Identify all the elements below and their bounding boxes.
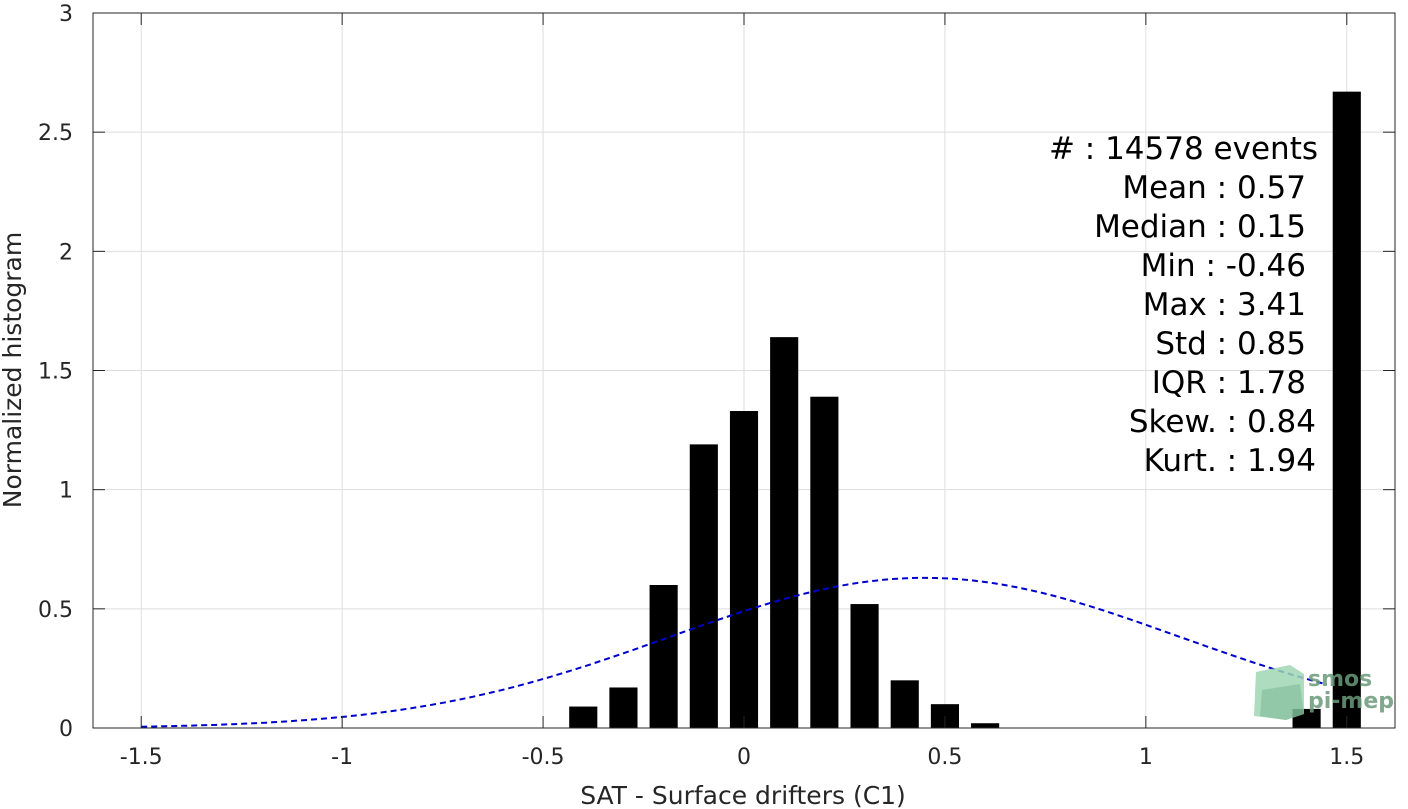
- histogram-bar-2: [649, 585, 678, 728]
- stat-line-0: # : 14578 events: [1049, 131, 1318, 167]
- x-tick-label-5: 1: [1139, 745, 1153, 770]
- histogram-bar-6: [810, 396, 839, 728]
- x-tick-label-0: -1.5: [120, 745, 163, 770]
- histogram-bar-3: [689, 444, 718, 728]
- y-tick-label-1: 0.5: [38, 598, 73, 623]
- histogram-bar-0: [569, 706, 598, 728]
- y-tick-label-5: 2.5: [38, 121, 73, 146]
- stat-line-5: Std : 0.85: [1155, 326, 1306, 362]
- histogram-bar-8: [890, 680, 919, 728]
- stat-line-6: IQR : 1.78: [1152, 365, 1306, 401]
- y-tick-label-4: 2: [59, 240, 73, 265]
- stat-line-8: Kurt. : 1.94: [1144, 443, 1316, 479]
- stat-line-4: Max : 3.41: [1143, 287, 1306, 323]
- stat-line-7: Skew. : 0.84: [1129, 404, 1316, 440]
- y-tick-label-3: 1.5: [38, 360, 73, 385]
- y-axis-label: Normalized histogram: [0, 232, 27, 508]
- y-axis-ticks: 0 0.5 1 1.5 2 2.5 3: [38, 2, 1395, 742]
- x-tick-label-4: 0.5: [927, 745, 962, 770]
- histogram-bar-10: [971, 723, 1000, 728]
- x-tick-label-6: 1.5: [1329, 745, 1364, 770]
- y-tick-label-0: 0: [59, 717, 73, 742]
- stat-line-1: Mean : 0.57: [1122, 170, 1306, 206]
- histogram-bars: [569, 91, 1361, 728]
- fit-curve: [141, 576, 1327, 728]
- stat-line-2: Median : 0.15: [1094, 209, 1306, 245]
- y-tick-label-2: 1: [59, 479, 73, 504]
- x-tick-label-3: 0: [737, 745, 751, 770]
- histogram-bar-12: [1332, 91, 1361, 728]
- x-axis-ticks: -1.5 -1 -0.5 0 0.5 1 1.5: [120, 13, 1364, 770]
- stat-line-3: Min : -0.46: [1141, 248, 1306, 284]
- histogram-bar-1: [609, 687, 638, 728]
- x-tick-label-2: -0.5: [522, 745, 565, 770]
- y-tick-label-6: 3: [59, 2, 73, 27]
- watermark-logo-shade-icon: [1260, 684, 1304, 720]
- watermark-line1: smos: [1308, 667, 1372, 692]
- watermark-line2: pi-mep: [1308, 689, 1394, 714]
- smos-pimep-watermark: smos pi-mep: [1254, 665, 1394, 720]
- histogram-bar-7: [850, 604, 879, 728]
- x-axis-label: SAT - Surface drifters (C1): [580, 781, 906, 809]
- histogram-bar-4: [729, 411, 759, 728]
- x-tick-label-1: -1: [331, 745, 353, 770]
- histogram-bar-5: [770, 337, 799, 728]
